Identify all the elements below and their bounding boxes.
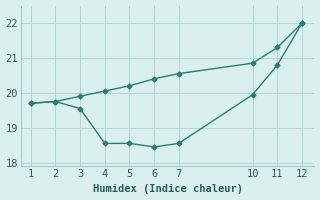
X-axis label: Humidex (Indice chaleur): Humidex (Indice chaleur) bbox=[92, 184, 243, 194]
